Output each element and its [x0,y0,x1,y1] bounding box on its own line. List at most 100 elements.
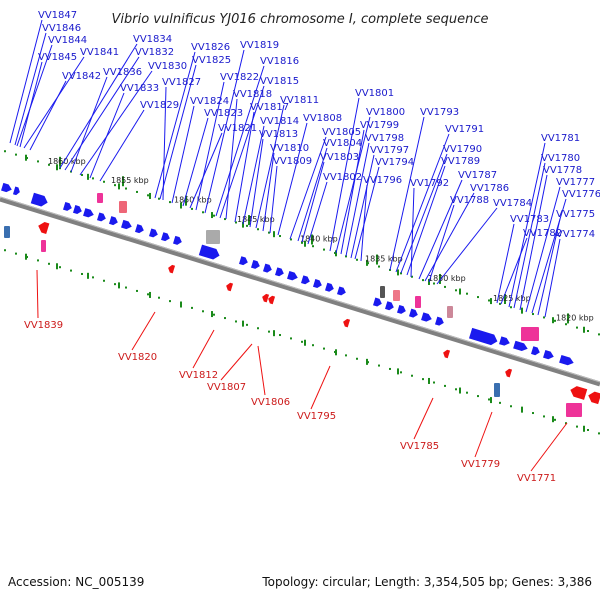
chromosome-backbone-highlight [0,196,600,383]
callout-line [192,329,215,369]
tick-track-lower [4,249,600,435]
tick-dot [477,395,479,398]
tick-dot [422,279,424,282]
forward-gene-arrow [543,349,554,360]
tick-label: 1835 kbp [365,255,403,264]
tick-dot [312,245,314,248]
gene-label-vv1812: VV1812 [179,370,218,381]
tick-dot [279,235,281,238]
gene-label-vv1800: VV1800 [366,107,405,118]
tick-major [583,326,585,333]
gene-label-vv1794: VV1794 [375,157,414,168]
rrna-feature [521,327,539,341]
tick-major [335,349,337,356]
callout-line [418,179,463,280]
callout-line [525,186,561,313]
tick-label: 1845 kbp [237,215,275,224]
gene-label-vv1818: VV1818 [233,89,272,100]
tick-dot [444,384,446,387]
forward-gene-arrow [251,259,260,269]
tick-dot [510,306,512,309]
gene-label-vv1841: VV1841 [80,47,119,58]
tick-major [56,164,58,171]
tick-label: 1855 kbp [111,176,149,185]
gene-label-vv1784: VV1784 [493,198,532,209]
tick-dot [103,279,105,282]
callout-line [29,80,67,151]
tick-dot [433,381,435,384]
callout-line [310,365,331,410]
tick-dot [125,286,127,289]
gene-label-vv1783: VV1783 [510,214,549,225]
callout-line [340,129,365,255]
gene-label-vv1829: VV1829 [140,100,179,111]
gene-label-vv1833: VV1833 [120,83,159,94]
gene-label-vv1811: VV1811 [280,95,319,106]
tick-dot [400,371,402,374]
callout-line [474,411,493,458]
tick-label: 1840 kbp [300,235,338,244]
tick-major [490,298,492,305]
tick-dot [202,310,204,313]
gene-label-vv1808: VV1808 [303,113,342,124]
tick-dot [136,190,138,193]
tick-dot [103,180,105,183]
map-title: Vibrio vulnificus YJ016 chromosome I, co… [111,12,488,27]
tick-label: 1820 kbp [556,313,594,322]
tick-dot [48,262,50,265]
gene-label-vv1813: VV1813 [259,129,298,140]
gene-label-vv1771: VV1771 [517,473,556,484]
gene-label-vv1791: VV1791 [445,124,484,135]
forward-gene-arrow [421,312,432,322]
tick-dot [213,214,215,217]
callout-line [162,86,167,201]
tick-dot [554,319,556,322]
tick-major [521,307,523,314]
callout-line [171,105,195,204]
tick-dot [565,422,567,425]
gene-label-vv1793: VV1793 [420,107,459,118]
forward-gene-arrow [325,282,334,292]
callout-line [225,98,238,220]
tick-dot [114,184,116,187]
tick-major [25,253,27,260]
gene-label-vv1778: VV1778 [543,165,582,176]
tick-major [242,320,244,327]
tick-dot [235,320,237,323]
gene-label-vv1834: VV1834 [133,34,172,45]
tick-dot [598,333,600,336]
forward-gene-arrow [409,308,418,318]
forward-gene-arrow [73,205,82,214]
tick-dot [191,306,193,309]
reverse-gene-arrow [588,391,600,405]
callout-line [530,422,568,472]
forward-gene-arrow [559,354,574,366]
tick-major [304,240,306,247]
callout-line [215,65,265,217]
gene-label-vv1805: VV1805 [322,127,361,138]
tick-dot [543,415,545,418]
callout-line [204,49,245,214]
tick-dot [356,258,358,261]
callout-line [219,85,265,219]
callout-line [255,104,285,229]
tick-dot [92,276,94,279]
forward-gene-arrow [12,186,20,196]
tick-dot [477,296,479,299]
forward-gene-arrow [135,224,144,234]
tick-major [366,358,368,365]
tick-major [56,263,58,270]
tick-major [490,397,492,404]
callout-line [23,56,85,149]
reverse-gene-arrow [262,293,270,303]
callout-line [513,162,546,309]
forward-gene-arrow [275,267,284,277]
callout-line [154,51,196,199]
callout-line [406,165,446,276]
tick-dot [455,289,457,292]
callout-line [79,70,153,176]
tick-dot [92,177,94,180]
misc-feature [206,230,220,244]
trna-feature [4,226,10,238]
tick-dot [169,201,171,204]
